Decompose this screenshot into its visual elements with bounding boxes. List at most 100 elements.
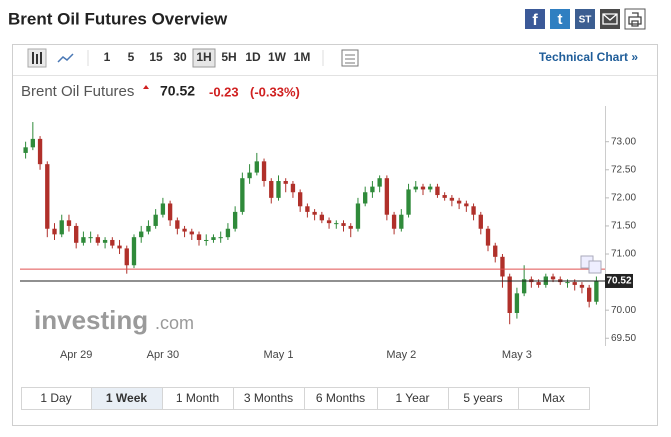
candle-body xyxy=(196,234,202,240)
interval[interactable]: 5 xyxy=(128,50,135,64)
candle-body xyxy=(81,237,86,243)
candle-body xyxy=(124,248,129,266)
table-toggle[interactable] xyxy=(341,49,359,67)
interval[interactable]: 1H xyxy=(196,50,211,64)
table-glyph xyxy=(345,54,355,64)
candle-body xyxy=(153,214,158,226)
facebook-label: f xyxy=(532,12,538,29)
candle-body xyxy=(521,279,527,294)
candle-body xyxy=(23,147,28,153)
candle-body xyxy=(269,181,274,198)
twitter-label: t xyxy=(558,11,563,28)
candle-body xyxy=(204,239,209,241)
candle-body xyxy=(232,211,238,229)
technical-link[interactable]: Technical Chart » xyxy=(539,50,638,64)
interval[interactable]: 1M xyxy=(294,50,311,64)
range-button[interactable] xyxy=(518,387,590,410)
y-tick-label: 72.00 xyxy=(611,192,636,203)
candle-body xyxy=(442,195,447,198)
candle-body xyxy=(182,228,187,232)
candle-body xyxy=(240,178,245,212)
range-label: 5 years xyxy=(463,391,502,405)
candle-body xyxy=(348,225,353,229)
candle-body xyxy=(326,220,332,224)
candle-body xyxy=(507,276,512,313)
range-label: 1 Day xyxy=(40,391,71,405)
y-tick-label: 73.00 xyxy=(611,136,636,147)
last-price-box xyxy=(605,273,633,288)
candle-body xyxy=(464,203,469,207)
down-arrow xyxy=(143,85,149,89)
candle-body xyxy=(110,239,115,246)
candle-body xyxy=(290,183,296,193)
candle-body xyxy=(406,189,411,215)
candle-body xyxy=(500,256,505,277)
range-label: 1 Week xyxy=(106,391,147,405)
candle-body xyxy=(30,138,36,148)
candle-body xyxy=(493,245,498,257)
interval[interactable]: 1 xyxy=(104,50,111,64)
candle-body xyxy=(88,237,93,239)
candle-body xyxy=(66,220,72,226)
interval[interactable]: 15 xyxy=(149,50,163,64)
interval[interactable]: 1W xyxy=(268,50,287,64)
candle-body xyxy=(579,284,585,288)
interval[interactable]: 30 xyxy=(173,50,187,64)
candle-body xyxy=(189,231,194,235)
candle-body xyxy=(160,203,166,215)
candle-body xyxy=(45,164,50,229)
print-glyph xyxy=(628,12,642,27)
candle-body xyxy=(276,181,281,198)
candle-body xyxy=(399,214,404,229)
candle-body xyxy=(319,214,325,221)
stocktwits-icon[interactable] xyxy=(575,9,595,29)
candle-body xyxy=(478,214,483,229)
candle-body xyxy=(586,287,592,302)
candle-body xyxy=(334,223,339,225)
watermark-suffix: .com xyxy=(155,313,194,333)
y-tick-label: 69.50 xyxy=(611,333,636,344)
candle-body xyxy=(59,220,64,235)
candle-body xyxy=(485,228,491,246)
x-tick-label: May 2 xyxy=(386,349,416,361)
facebook-icon[interactable] xyxy=(525,9,545,29)
line-toggle[interactable] xyxy=(57,53,74,63)
twitter-icon[interactable] xyxy=(550,9,570,29)
candle-body xyxy=(428,186,433,190)
candle-body xyxy=(131,237,137,266)
range-label: 6 Months xyxy=(316,391,365,405)
x-tick-label: Apr 29 xyxy=(60,349,92,361)
interval[interactable]: 5H xyxy=(221,50,236,64)
candle-body xyxy=(146,225,151,232)
candle-body xyxy=(377,178,382,187)
candle-body xyxy=(218,237,223,239)
y-tick-label: 70.00 xyxy=(611,305,636,316)
candle-body xyxy=(74,225,79,243)
candle-body xyxy=(312,211,317,215)
candle-body xyxy=(211,237,216,240)
candle-body xyxy=(283,181,288,184)
candle-body xyxy=(254,161,259,173)
candle-body xyxy=(572,282,577,285)
candle-body xyxy=(594,280,599,302)
candle-body xyxy=(471,206,476,215)
range-bar: 1 Day 1 Week 1 Month 3 Months 6 Months 1 Year… xyxy=(21,387,590,410)
x-tick-label: May 3 xyxy=(502,349,532,361)
candle-body xyxy=(449,197,455,201)
candle-body xyxy=(247,172,252,179)
candle-body xyxy=(363,192,368,204)
intervals: 1 5 15 30 1H 5H 1D 1W 1M xyxy=(104,48,311,68)
interval[interactable]: 1D xyxy=(245,50,261,64)
instrument-name: Brent Oil Futures xyxy=(21,83,134,100)
candle-body xyxy=(435,186,440,196)
range-label: Max xyxy=(542,391,565,405)
watermark: investing xyxy=(34,305,148,335)
y-tick-label: 72.50 xyxy=(611,164,636,175)
candle-body xyxy=(413,186,418,190)
candle-body xyxy=(370,186,375,193)
candle-body xyxy=(225,228,231,238)
candle-body xyxy=(550,276,556,280)
plot: 69.50 70.00 71.00 71.50 72.00 72.50 73.00 Apr 2… xyxy=(20,122,636,361)
marker-icon[interactable] xyxy=(588,260,602,274)
interval-selected xyxy=(192,48,216,68)
